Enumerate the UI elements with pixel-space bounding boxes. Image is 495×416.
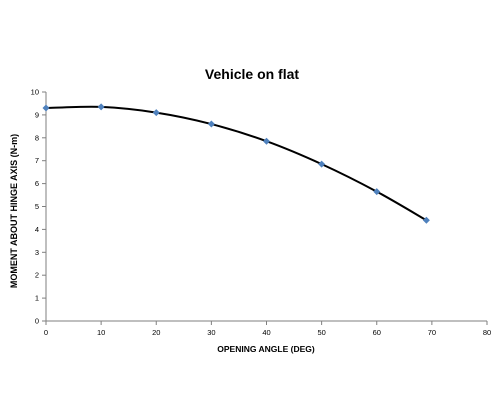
x-tick-label: 40 xyxy=(262,328,270,337)
data-point-marker xyxy=(152,109,160,117)
y-tick-label: 7 xyxy=(35,156,39,165)
series-line xyxy=(45,105,427,222)
y-axis-ticks: 0 1 2 3 4 5 6 7 8 9 10 xyxy=(31,88,46,326)
y-tick-label: 6 xyxy=(35,179,39,188)
data-point-marker xyxy=(263,137,270,145)
y-tick-label: 0 xyxy=(35,317,39,326)
series-markers xyxy=(42,103,430,224)
x-tick-label: 80 xyxy=(483,328,491,337)
y-tick-label: 3 xyxy=(35,248,39,257)
y-tick-label: 1 xyxy=(35,294,39,303)
data-point-marker xyxy=(97,103,105,111)
y-tick-label: 2 xyxy=(35,271,39,280)
chart-title: Vehicle on flat xyxy=(205,66,299,82)
data-point-marker xyxy=(318,160,326,168)
x-axis-label: OPENING ANGLE (DEG) xyxy=(217,344,315,354)
x-tick-label: 0 xyxy=(44,328,48,337)
y-tick-label: 10 xyxy=(31,88,39,97)
data-point-marker xyxy=(207,120,215,128)
x-tick-label: 70 xyxy=(428,328,436,337)
x-tick-label: 30 xyxy=(207,328,215,337)
x-tick-label: 60 xyxy=(373,328,381,337)
data-point-marker xyxy=(373,188,381,196)
x-tick-label: 50 xyxy=(317,328,325,337)
data-point-marker xyxy=(42,104,50,112)
y-tick-label: 8 xyxy=(35,133,39,142)
y-tick-label: 9 xyxy=(35,110,39,119)
y-axis-label: MOMENT ABOUT HINGE AXIS (N-m) xyxy=(9,134,19,288)
x-tick-label: 10 xyxy=(97,328,105,337)
x-tick-label: 20 xyxy=(152,328,160,337)
x-axis-ticks: 0 10 20 30 40 50 60 70 80 xyxy=(44,321,491,337)
y-tick-label: 5 xyxy=(35,202,39,211)
data-point-marker xyxy=(422,216,430,224)
y-tick-label: 4 xyxy=(35,225,39,234)
